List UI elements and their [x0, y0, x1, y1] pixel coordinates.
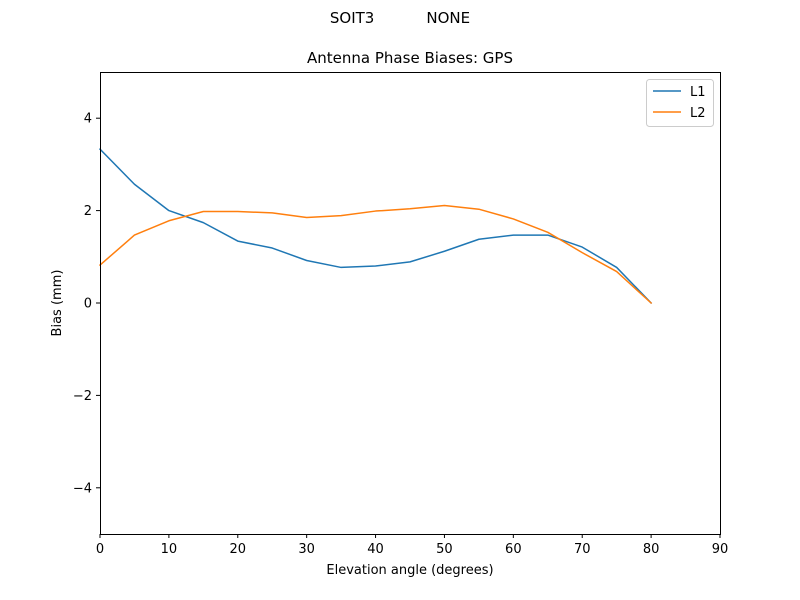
y-axis-label: Bias (mm): [50, 270, 65, 337]
x-tick-label: 80: [643, 542, 660, 557]
series-layer: [98, 148, 653, 305]
station-name: SOIT3: [329, 9, 375, 27]
y-tick-label: 0: [84, 297, 92, 312]
x-tick-label: 40: [367, 542, 384, 557]
chart-title: Antenna Phase Biases: GPS: [307, 49, 513, 67]
y-axis-ticks: −4 −2 0 2 4: [73, 112, 100, 496]
antenna-model: NONE: [426, 9, 471, 27]
plot-frame: [100, 72, 721, 535]
x-tick-label: 50: [436, 542, 453, 557]
x-tick-label: 30: [298, 542, 315, 557]
x-tick-label: 0: [96, 542, 104, 557]
series-line-l1: [98, 148, 653, 305]
x-axis-ticks: 0 10 20 30 40 50 60 70 80 90: [96, 534, 728, 557]
x-axis-label: Elevation angle (degrees): [326, 563, 493, 578]
series-line-l2: [98, 204, 653, 305]
x-tick-label: 60: [505, 542, 522, 557]
y-tick-label: −4: [73, 481, 92, 496]
x-tick-label: 90: [712, 542, 729, 557]
x-tick-label: 20: [230, 542, 247, 557]
legend-label-l1: L1: [690, 85, 706, 100]
y-tick-label: 2: [84, 204, 92, 219]
legend-label-l2: L2: [690, 106, 706, 121]
figure-suptitle: SOIT3 NONE: [0, 9, 800, 27]
x-tick-label: 70: [574, 542, 591, 557]
y-tick-label: 4: [84, 112, 92, 127]
y-tick-label: −2: [73, 389, 92, 404]
x-tick-label: 10: [161, 542, 178, 557]
